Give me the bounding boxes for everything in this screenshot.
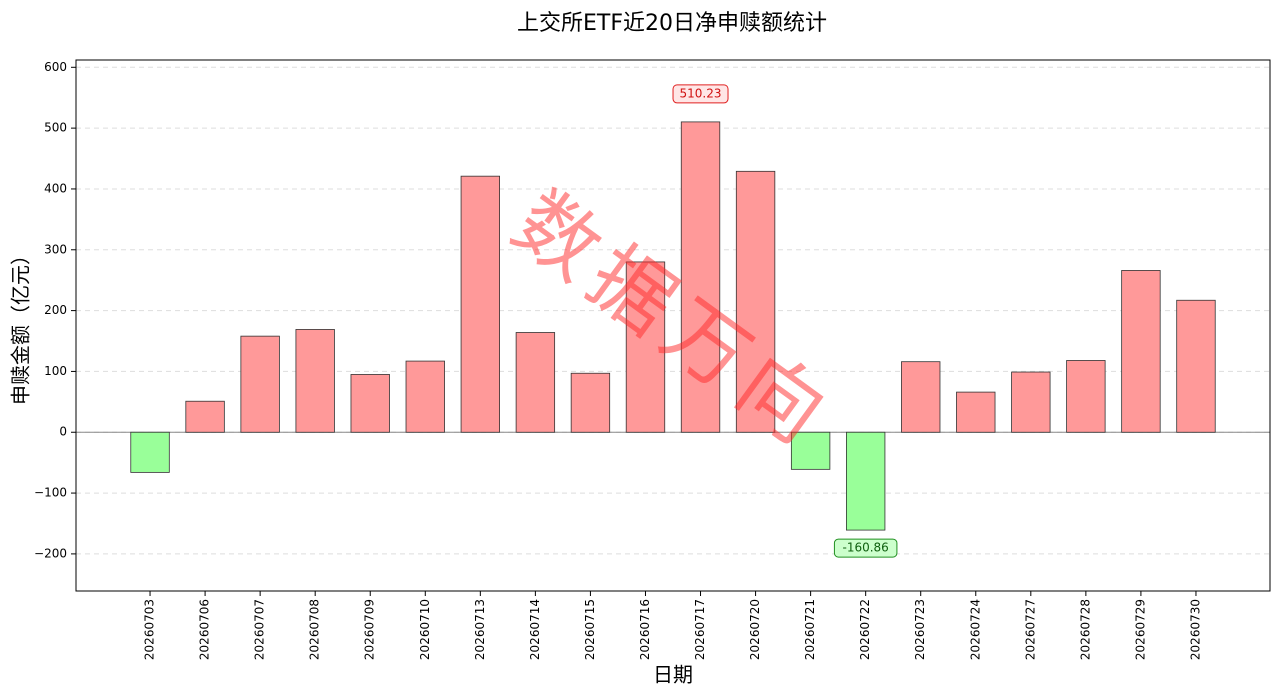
value-label: 510.23 [680, 86, 722, 100]
y-tick-label: 500 [44, 121, 67, 135]
x-tick-label: 20260721 [803, 599, 817, 660]
x-tick-label: 20260708 [308, 599, 322, 660]
x-tick-label: 20260706 [198, 599, 212, 660]
y-tick-label: 600 [44, 60, 67, 74]
x-tick-label: 20260710 [418, 599, 432, 660]
y-tick-label: 300 [44, 242, 67, 256]
x-tick-label: 20260727 [1023, 599, 1037, 660]
value-label-box [833, 538, 898, 558]
y-tick-label: 400 [44, 181, 67, 195]
x-tick-label: 20260728 [1078, 599, 1092, 660]
bar [680, 121, 721, 433]
y-tick-label: 200 [44, 303, 67, 317]
bar [625, 261, 666, 433]
x-tick-label: 20260716 [638, 599, 652, 660]
bar [185, 400, 225, 433]
bar [790, 431, 831, 470]
x-tick-label: 20260722 [858, 599, 872, 660]
y-tick-label: −200 [34, 546, 67, 560]
bar [1121, 270, 1161, 433]
x-tick-label: 20260707 [253, 599, 267, 660]
x-tick-label: 20260717 [693, 599, 707, 660]
x-tick-label: 20260730 [1188, 599, 1202, 660]
bar [1011, 371, 1051, 433]
x-tick-label: 20260723 [913, 599, 927, 660]
x-axis-label: 日期 [653, 663, 693, 687]
y-tick-label: 0 [59, 425, 67, 439]
bar [1176, 299, 1216, 433]
bar [735, 170, 776, 433]
chart-title: 上交所ETF近20日净申赎额统计 [517, 11, 827, 36]
x-tick-label: 20260709 [363, 599, 377, 660]
bar [956, 391, 996, 433]
y-tick-label: −100 [34, 486, 67, 500]
bar [1066, 360, 1106, 433]
bar [350, 374, 390, 433]
bar [570, 372, 611, 433]
plot-frame [75, 59, 1271, 592]
x-tick-label: 20260703 [143, 599, 157, 660]
bar [405, 360, 445, 433]
y-tick-label: 100 [44, 364, 67, 378]
y-axis-label: 申赎金额（亿元） [9, 245, 33, 405]
bar [901, 361, 941, 433]
bar [130, 431, 170, 473]
bar [515, 332, 556, 433]
bar [295, 329, 335, 433]
x-tick-label: 20260714 [528, 599, 542, 660]
bar [460, 175, 500, 433]
x-tick-label: 20260715 [583, 599, 597, 660]
value-label-box [672, 84, 729, 104]
bar [846, 431, 886, 531]
x-tick-label: 20260724 [968, 599, 982, 660]
x-tick-label: 20260720 [748, 599, 762, 660]
value-label: -160.86 [843, 541, 889, 555]
x-tick-label: 20260729 [1133, 599, 1147, 660]
x-tick-label: 20260713 [473, 599, 487, 660]
bar [240, 335, 280, 433]
